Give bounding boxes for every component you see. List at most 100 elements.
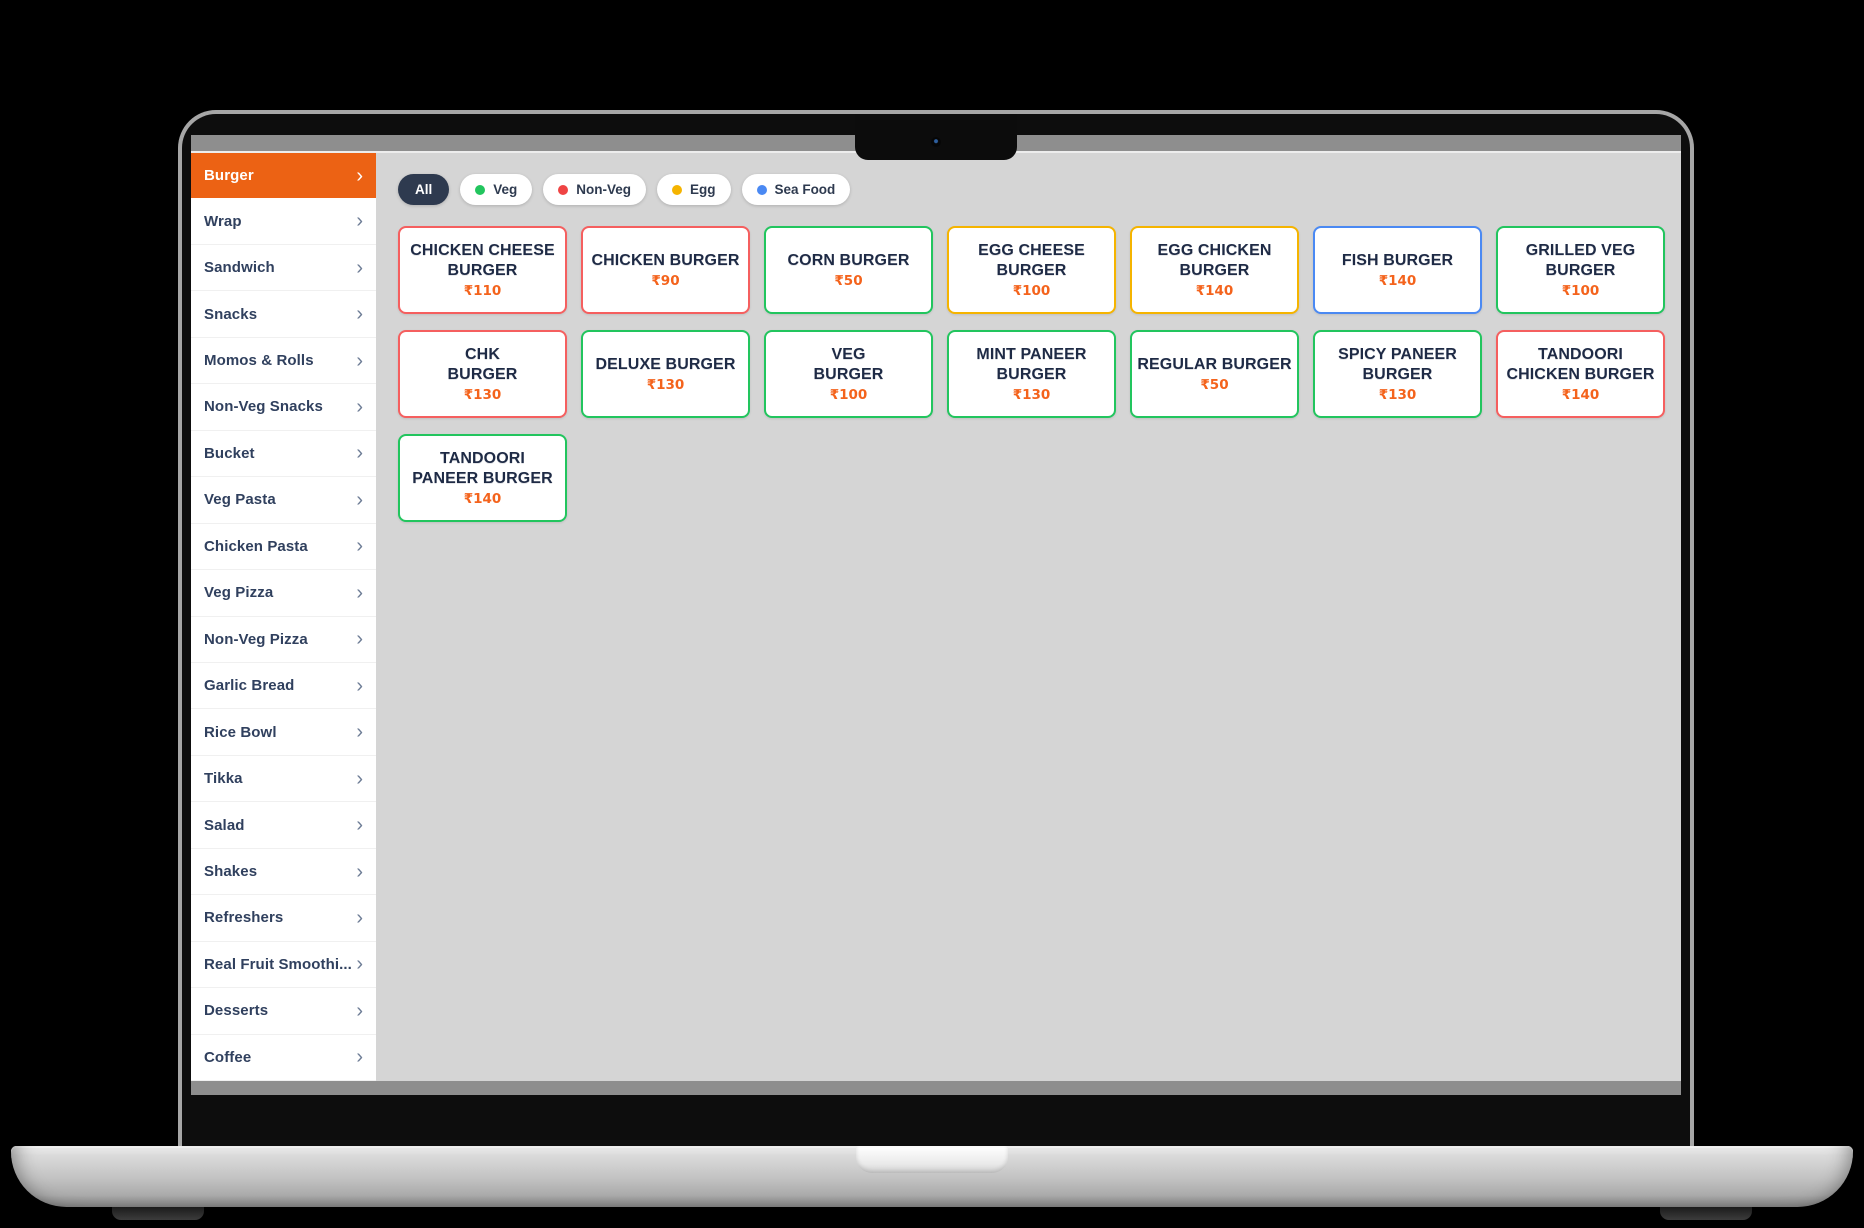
sidebar-item-label: Snacks xyxy=(204,305,258,323)
menu-card-tandoori-chicken-burger[interactable]: TANDOORI CHICKEN BURGER ₹140 xyxy=(1496,330,1665,418)
laptop-base xyxy=(11,1146,1853,1207)
sidebar-item-burger[interactable]: Burger › xyxy=(191,153,376,199)
sidebar-item-non-veg-snacks[interactable]: Non-Veg Snacks › xyxy=(191,384,376,431)
filter-chip-label: Egg xyxy=(690,182,716,197)
sidebar-item-chicken-pasta[interactable]: Chicken Pasta › xyxy=(191,523,376,571)
chevron-right-icon: › xyxy=(356,953,363,976)
menu-item-price: ₹100 xyxy=(829,386,868,403)
menu-item-name: GRILLED VEG BURGER xyxy=(1525,242,1636,279)
sidebar-item-shakes[interactable]: Shakes › xyxy=(191,848,376,896)
chevron-right-icon: › xyxy=(356,256,363,279)
menu-card-chicken-burger[interactable]: CHICKEN BURGER ₹90 xyxy=(581,226,750,314)
sidebar-item-desserts[interactable]: Desserts › xyxy=(191,988,376,1035)
chevron-right-icon: › xyxy=(356,535,363,558)
camera-notch xyxy=(855,114,1017,160)
sidebar-item-label: Momos & Rolls xyxy=(204,352,314,370)
menu-item-price: ₹130 xyxy=(463,386,502,403)
chevron-right-icon: › xyxy=(356,303,363,326)
filter-bar: All Veg Non-Veg Egg Sea Food xyxy=(398,174,1681,205)
sidebar-item-sandwich[interactable]: Sandwich › xyxy=(191,244,376,292)
menu-item-price: ₹110 xyxy=(463,282,502,299)
sidebar-item-label: Burger xyxy=(204,167,254,185)
veg-dot-icon xyxy=(475,184,486,195)
menu-card-deluxe-burger[interactable]: DELUXE BURGER ₹130 xyxy=(581,330,750,418)
menu-item-price: ₹50 xyxy=(1200,377,1229,394)
sidebar-item-label: Shakes xyxy=(204,863,258,881)
sidebar-item-salad[interactable]: Salad › xyxy=(191,802,376,849)
sidebar-item-refreshers[interactable]: Refreshers › xyxy=(191,895,376,942)
menu-card-egg-chicken-burger[interactable]: EGG CHICKEN BURGER ₹140 xyxy=(1130,226,1299,314)
sidebar-item-rice-bowl[interactable]: Rice Bowl › xyxy=(191,709,376,756)
menu-item-price: ₹140 xyxy=(1195,282,1234,299)
sidebar-item-veg-pizza[interactable]: Veg Pizza › xyxy=(191,570,376,617)
menu-item-name: REGULAR BURGER xyxy=(1137,355,1292,373)
sidebar-item-label: Chicken Pasta xyxy=(204,537,308,555)
sidebar-item-label: Refreshers xyxy=(204,909,284,927)
sidebar-item-coffee[interactable]: Coffee › xyxy=(191,1034,376,1082)
menu-item-name: DELUXE BURGER xyxy=(595,355,736,373)
sidebar-item-wrap[interactable]: Wrap › xyxy=(191,198,376,245)
chevron-right-icon: › xyxy=(356,1046,363,1069)
menu-card-fish-burger[interactable]: FISH BURGER ₹140 xyxy=(1313,226,1482,314)
menu-item-price: ₹50 xyxy=(834,273,863,290)
chevron-right-icon: › xyxy=(356,674,363,697)
sidebar-item-tikka[interactable]: Tikka › xyxy=(191,755,376,803)
menu-card-tandoori-paneer-burger[interactable]: TANDOORI PANEER BURGER ₹140 xyxy=(398,434,567,522)
sidebar-item-label: Bucket xyxy=(204,444,255,462)
filter-chip-egg[interactable]: Egg xyxy=(657,174,731,205)
chevron-right-icon: › xyxy=(356,488,363,511)
menu-item-price: ₹100 xyxy=(1012,282,1051,299)
filter-chip-veg[interactable]: Veg xyxy=(460,174,533,205)
menu-item-name: CHICKEN BURGER xyxy=(591,251,740,269)
filter-chip-sea-food[interactable]: Sea Food xyxy=(741,174,851,205)
menu-item-price: ₹140 xyxy=(1378,273,1417,290)
menu-card-mint-paneer-burger[interactable]: MINT PANEER BURGER ₹130 xyxy=(947,330,1116,418)
filter-chip-label: Sea Food xyxy=(774,182,836,197)
menu-card-grilled-veg-burger[interactable]: GRILLED VEG BURGER ₹100 xyxy=(1496,226,1665,314)
non-veg-dot-icon xyxy=(558,184,569,195)
menu-card-egg-cheese-burger[interactable]: EGG CHEESE BURGER ₹100 xyxy=(947,226,1116,314)
sidebar-item-momos-rolls[interactable]: Momos & Rolls › xyxy=(191,337,376,385)
chevron-right-icon: › xyxy=(356,906,363,929)
category-sidebar: Burger › Wrap › Sandwich › Snacks › Momos & Roll… xyxy=(191,153,376,1082)
sidebar-item-label: Real Fruit Smoothi... xyxy=(204,955,352,973)
menu-item-name: FISH BURGER xyxy=(1341,251,1454,269)
app-body: Burger › Wrap › Sandwich › Snacks › Momos & Roll… xyxy=(191,153,1681,1082)
sidebar-item-label: Sandwich xyxy=(204,259,275,277)
sidebar-item-label: Veg Pasta xyxy=(204,491,276,509)
filter-chip-all[interactable]: All xyxy=(398,174,450,205)
menu-card-spicy-paneer-burger[interactable]: SPICY PANEER BURGER ₹130 xyxy=(1313,330,1482,418)
menu-item-name: VEG BURGER xyxy=(813,346,884,383)
laptop-foot-left xyxy=(112,1204,204,1220)
chevron-right-icon: › xyxy=(356,721,363,744)
menu-item-name: CHK BURGER xyxy=(447,346,518,383)
menu-item-name: SPICY PANEER BURGER xyxy=(1338,346,1457,383)
menu-grid: CHICKEN CHEESE BURGER ₹110 CHICKEN BURGER ₹… xyxy=(398,226,1665,522)
sidebar-item-snacks[interactable]: Snacks › xyxy=(191,291,376,338)
filter-chip-non-veg[interactable]: Non-Veg xyxy=(543,174,647,205)
sidebar-item-non-veg-pizza[interactable]: Non-Veg Pizza › xyxy=(191,616,376,663)
menu-item-name: TANDOORI PANEER BURGER xyxy=(412,450,553,487)
menu-item-price: ₹90 xyxy=(651,273,680,290)
chevron-right-icon: › xyxy=(356,814,363,837)
sidebar-item-label: Garlic Bread xyxy=(204,677,295,695)
menu-card-regular-burger[interactable]: REGULAR BURGER ₹50 xyxy=(1130,330,1299,418)
menu-item-price: ₹140 xyxy=(1561,386,1600,403)
chevron-right-icon: › xyxy=(356,581,363,604)
sidebar-item-label: Rice Bowl xyxy=(204,723,277,741)
sidebar-item-label: Coffee xyxy=(204,1048,252,1066)
menu-item-price: ₹130 xyxy=(646,377,685,394)
chevron-right-icon: › xyxy=(356,442,363,465)
menu-card-chk-burger[interactable]: CHK BURGER ₹130 xyxy=(398,330,567,418)
menu-card-veg-burger[interactable]: VEG BURGER ₹100 xyxy=(764,330,933,418)
sea-food-dot-icon xyxy=(756,184,767,195)
sidebar-item-label: Non-Veg Pizza xyxy=(204,630,308,648)
sidebar-item-real-fruit-smoothi[interactable]: Real Fruit Smoothi... › xyxy=(191,941,376,989)
sidebar-item-bucket[interactable]: Bucket › xyxy=(191,430,376,478)
sidebar-item-garlic-bread[interactable]: Garlic Bread › xyxy=(191,662,376,710)
menu-item-name: MINT PANEER BURGER xyxy=(976,346,1087,383)
menu-card-corn-burger[interactable]: CORN BURGER ₹50 xyxy=(764,226,933,314)
sidebar-item-veg-pasta[interactable]: Veg Pasta › xyxy=(191,477,376,524)
menu-card-chicken-cheese-burger[interactable]: CHICKEN CHEESE BURGER ₹110 xyxy=(398,226,567,314)
